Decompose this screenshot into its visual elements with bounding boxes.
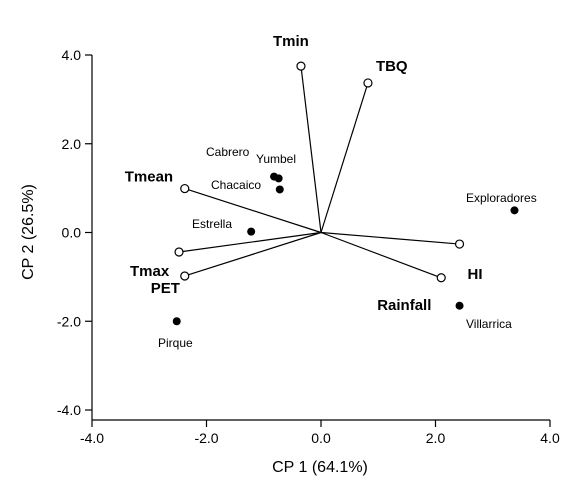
site-point (275, 185, 284, 194)
vector-endpoint (436, 273, 446, 283)
vector-endpoint (454, 239, 465, 249)
y-ticks: -4.0 -2.0 0.0 2.0 4.0 (57, 47, 92, 418)
site-label: Chacaico (211, 178, 261, 192)
site-point (455, 301, 464, 310)
vector-line (300, 66, 322, 233)
axes (91, 55, 550, 421)
site-label: Pirque (158, 336, 193, 350)
x-axis-title: CP 1 (64.1%) (272, 459, 368, 476)
vector-label: Rainfall (377, 297, 431, 314)
site-point (247, 227, 256, 236)
vector-label: TBQ (376, 58, 408, 75)
vector-endpoint (363, 78, 373, 88)
site-label: Villarrica (466, 317, 512, 331)
vector-label: PET (151, 280, 180, 297)
vector-line (184, 187, 322, 234)
x-tick-label: 2.0 (426, 430, 446, 446)
site-point (274, 174, 283, 183)
vector-endpoint (180, 183, 190, 194)
site-point (510, 206, 519, 215)
y-tick-label: 2.0 (62, 136, 82, 152)
vector-endpoint (174, 247, 184, 257)
vector-endpoint (296, 61, 306, 71)
vector-line (320, 231, 442, 279)
x-tick-label: -2.0 (194, 430, 218, 446)
vector-label: Tmin (273, 33, 309, 50)
site-label: Exploradores (466, 191, 537, 205)
x-tick-label: 0.0 (311, 430, 331, 446)
vector-line (184, 231, 322, 277)
vector-label: Tmax (130, 263, 170, 280)
site-label: Yumbel (256, 152, 296, 166)
vector-label: Tmean (125, 169, 173, 186)
y-tick-label: -4.0 (57, 402, 81, 418)
x-tick-label: -4.0 (80, 430, 104, 446)
y-tick-label: -2.0 (57, 313, 81, 329)
vector-line (178, 231, 322, 253)
vector-label: HI (468, 266, 483, 283)
vector-line (320, 82, 369, 233)
y-tick-label: 4.0 (62, 47, 82, 63)
x-ticks: -4.0 -2.0 0.0 2.0 4.0 (80, 420, 560, 446)
vector-line (320, 231, 460, 245)
site-points: Cabrero Yumbel Chacaico Estrella Pirque Explo… (158, 145, 537, 350)
y-axis-title: CP 2 (26.5%) (20, 184, 37, 280)
site-label: Cabrero (206, 145, 250, 159)
x-tick-label: 4.0 (540, 430, 560, 446)
vector-endpoint (180, 271, 190, 281)
site-label: Estrella (192, 217, 232, 231)
y-tick-label: 0.0 (62, 225, 82, 241)
site-point (172, 317, 181, 326)
